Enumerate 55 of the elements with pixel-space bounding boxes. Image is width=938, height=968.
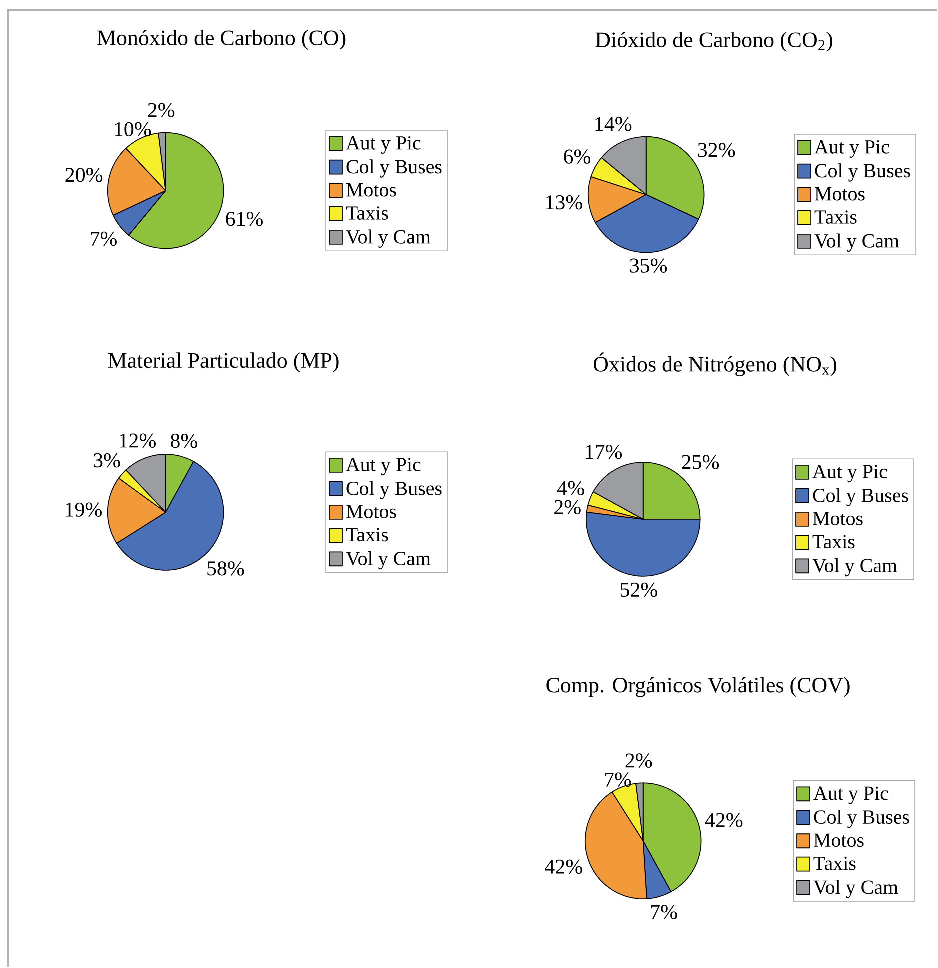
data-label: 8% bbox=[170, 434, 198, 448]
data-label: 2% bbox=[148, 103, 175, 118]
chart-title: Comp. Orgánicos Volátiles (COV) bbox=[546, 677, 850, 698]
legend-label: Vol y Cam bbox=[346, 551, 431, 570]
legend-label: Taxis bbox=[346, 528, 388, 542]
legend-label: Aut y Pic bbox=[346, 458, 421, 476]
chart-title: Óxidos de Nitrógeno (NO$_{x}$) bbox=[594, 352, 837, 376]
legend-label: Motos bbox=[815, 188, 865, 201]
legend-label: Aut y Pic bbox=[814, 140, 890, 158]
legend-label: Vol y Cam bbox=[346, 230, 431, 248]
data-label: 35% bbox=[630, 258, 668, 273]
legend-label: Taxis bbox=[346, 206, 388, 220]
data-label: 20% bbox=[66, 168, 103, 182]
data-label: 42% bbox=[705, 813, 743, 828]
data-label: 13% bbox=[546, 195, 582, 210]
legend-label: Taxis bbox=[814, 856, 856, 870]
data-label: 32% bbox=[698, 143, 736, 158]
data-label: 58% bbox=[208, 562, 244, 576]
legend-label: Col y Buses bbox=[346, 160, 442, 178]
legend-label: Vol y Cam bbox=[814, 234, 900, 252]
data-label: 19% bbox=[66, 502, 102, 517]
data-label: 25% bbox=[682, 455, 720, 470]
data-label: 7% bbox=[651, 905, 678, 920]
data-label: 2% bbox=[554, 500, 581, 515]
data-label: 4% bbox=[558, 481, 584, 496]
data-label: 17% bbox=[586, 445, 622, 460]
legend-label: Col y Buses bbox=[346, 481, 442, 500]
legend-label: Vol y Cam bbox=[812, 558, 898, 577]
legend-label: Taxis bbox=[812, 535, 855, 549]
data-label: 14% bbox=[596, 117, 632, 132]
data-label: 3% bbox=[94, 454, 120, 468]
legend-label: Vol y Cam bbox=[814, 880, 898, 898]
data-label: 7% bbox=[91, 232, 117, 246]
legend-label: Motos bbox=[814, 834, 864, 848]
legend-label: Col y Buses bbox=[813, 488, 908, 506]
legend-label: Col y Buses bbox=[814, 810, 910, 828]
chart-title: Material Particulado (MP) bbox=[108, 352, 339, 373]
data-label: 2% bbox=[626, 754, 652, 768]
legend-label: Aut y Pic bbox=[814, 786, 888, 804]
data-label: 61% bbox=[226, 212, 263, 226]
data-label: 6% bbox=[564, 150, 591, 164]
legend-label: Aut y Pic bbox=[812, 465, 888, 483]
legend-label: Taxis bbox=[814, 210, 857, 224]
legend-label: Col y Buses bbox=[815, 164, 910, 182]
data-label: 52% bbox=[620, 582, 658, 598]
legend-label: Motos bbox=[346, 505, 396, 518]
data-label: 42% bbox=[545, 860, 582, 874]
data-label: 12% bbox=[120, 434, 156, 448]
data-label: 10% bbox=[115, 122, 152, 137]
chart-title: Monóxido de Carbono (CO) bbox=[98, 30, 346, 50]
legend-label: Motos bbox=[813, 512, 863, 526]
data-label: 7% bbox=[605, 772, 632, 788]
chart-title: Dióxido de Carbono (CO$_{2}$) bbox=[596, 32, 832, 52]
legend-label: Motos bbox=[346, 184, 396, 197]
legend-label: Aut y Pic bbox=[346, 136, 421, 154]
